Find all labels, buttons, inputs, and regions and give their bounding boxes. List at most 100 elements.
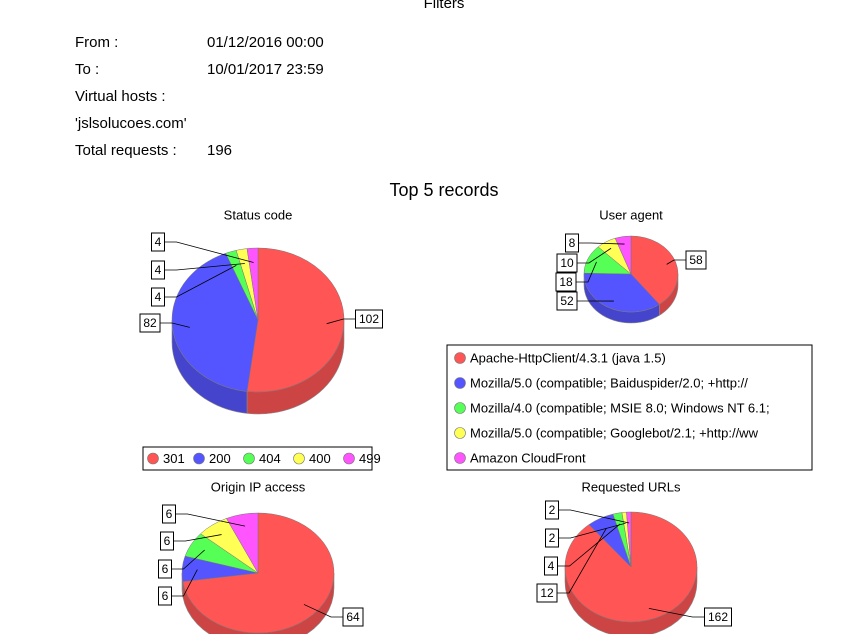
leader-line [175, 513, 246, 527]
leader-line [160, 322, 190, 328]
leader-line [578, 242, 625, 245]
leader-line [164, 241, 254, 263]
data-label: 18 [559, 275, 573, 289]
data-label: 4 [155, 263, 162, 277]
data-label: 4 [155, 235, 162, 249]
legend-swatch [343, 452, 355, 465]
filter-label: 'jslsolucoes.com' [75, 115, 187, 132]
label-box [162, 504, 176, 524]
label-box [556, 291, 578, 311]
legend-label: Mozilla/5.0 (compatible; Baiduspider/2.0… [470, 375, 748, 390]
pie-slice [182, 512, 335, 634]
label-box [139, 313, 161, 333]
leader-line [558, 509, 630, 524]
pie-slice [246, 247, 345, 393]
legend-label: Apache-HttpClient/4.3.1 (java 1.5) [470, 350, 666, 365]
filter-value: 10/01/2017 23:59 [207, 61, 324, 78]
pie-slice [626, 511, 632, 568]
label-box [545, 500, 559, 520]
data-label: 8 [569, 236, 576, 250]
filter-label: To : [75, 61, 99, 78]
legend-swatch [147, 452, 159, 465]
label-box [704, 607, 732, 627]
leader-line [326, 318, 356, 325]
legend-box [142, 446, 373, 471]
label-box [685, 250, 707, 270]
legend-swatch [454, 452, 466, 464]
leader-line [558, 522, 626, 539]
data-label: 82 [143, 316, 157, 330]
pie-slice [226, 512, 259, 574]
leader-line [557, 527, 607, 594]
data-label: 102 [359, 312, 379, 326]
filter-label: From : [75, 34, 118, 51]
leader-line [164, 263, 245, 271]
legend-swatch [293, 452, 305, 465]
leader-line [171, 569, 198, 597]
legend-swatch [454, 427, 466, 439]
leader-line [576, 261, 597, 283]
leader-line [666, 259, 686, 265]
label-box [160, 531, 174, 551]
filter-value: 196 [207, 142, 232, 159]
data-label: 10 [560, 256, 574, 270]
legend-label: Amazon CloudFront [470, 450, 586, 465]
pie-slice [583, 272, 660, 313]
leader-line [164, 264, 237, 298]
legend-swatch [454, 352, 466, 364]
filter-label: Virtual hosts : [75, 88, 166, 105]
legend-swatch [454, 402, 466, 414]
data-label: 58 [689, 253, 703, 267]
legend-label: 499 [359, 451, 381, 466]
leader-line [173, 534, 222, 542]
data-label: 12 [540, 586, 554, 600]
filters-title: Filters [424, 0, 465, 12]
section-title: Top 5 records [389, 180, 498, 200]
label-box [556, 253, 578, 273]
legend-swatch [243, 452, 255, 465]
pie-slice [614, 235, 632, 275]
legend-box [446, 344, 813, 471]
label-box [565, 233, 579, 253]
leader-line [557, 523, 621, 567]
data-label: 2 [549, 531, 556, 545]
data-label: 6 [166, 507, 173, 521]
filter-value: 01/12/2016 00:00 [207, 34, 324, 51]
leader-line [171, 549, 205, 570]
data-label: 64 [346, 610, 360, 624]
legend-label: Mozilla/5.0 (compatible; Googlebot/2.1; … [470, 425, 759, 440]
data-label: 6 [164, 534, 171, 548]
data-label: 6 [162, 589, 169, 603]
chart-title: User agent [599, 207, 663, 222]
label-box [158, 559, 172, 579]
data-label: 162 [708, 610, 728, 624]
label-box [544, 556, 558, 576]
label-box [545, 528, 559, 548]
data-label: 2 [549, 503, 556, 517]
legend-swatch [193, 452, 205, 465]
leader-line [303, 604, 343, 618]
label-box [555, 272, 577, 292]
data-label: 4 [155, 290, 162, 304]
label-box [158, 586, 172, 606]
label-box [342, 607, 364, 627]
chart-title: Origin IP access [211, 479, 306, 494]
data-label: 4 [548, 559, 555, 573]
label-box [151, 260, 165, 280]
chart-title: Requested URLs [582, 479, 681, 494]
legend-swatch [454, 377, 466, 389]
data-label: 6 [162, 562, 169, 576]
legend-label: Mozilla/4.0 (compatible; MSIE 8.0; Windo… [470, 400, 770, 415]
label-box [536, 583, 558, 603]
leader-line [648, 608, 705, 618]
legend-label: 200 [209, 451, 231, 466]
label-box [355, 309, 383, 329]
data-label: 52 [560, 294, 574, 308]
leader-line [577, 247, 612, 264]
pie-slice [246, 247, 259, 321]
legend-label: 400 [309, 451, 331, 466]
pie-slice [630, 235, 679, 305]
filter-label: Total requests : [75, 142, 177, 159]
